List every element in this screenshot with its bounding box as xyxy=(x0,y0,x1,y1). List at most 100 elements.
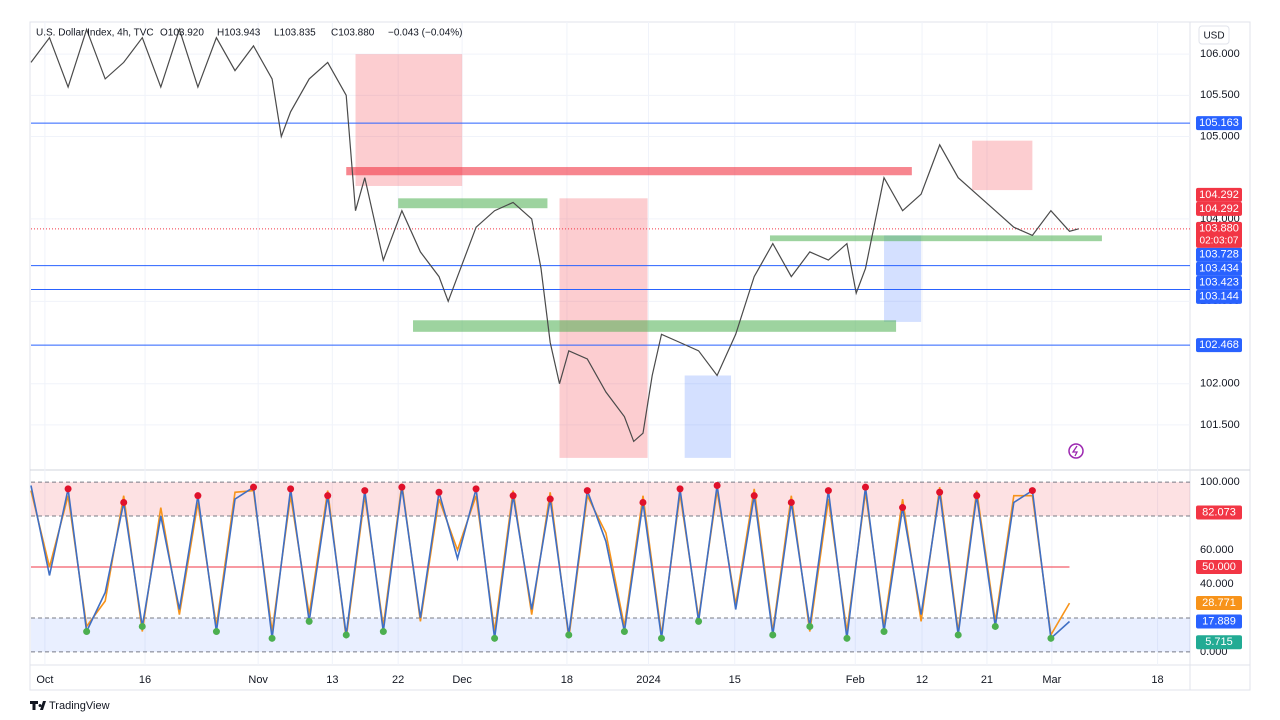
price-badge xyxy=(1196,289,1242,304)
ohlc-value: L103.835 xyxy=(274,28,316,39)
zone xyxy=(355,54,463,186)
oversold-dot xyxy=(565,631,573,639)
overbought-dot xyxy=(120,498,128,506)
overbought-dot xyxy=(361,487,369,495)
ohlc-value: H103.943 xyxy=(217,28,261,39)
price-badge-label: 103.728 xyxy=(1199,249,1239,261)
band xyxy=(31,617,1190,652)
zone xyxy=(972,140,1033,191)
oversold-dot xyxy=(138,622,146,630)
price-badge xyxy=(1196,275,1242,290)
zone xyxy=(413,320,897,332)
x-tick-label: Feb xyxy=(846,674,865,686)
oversold-dot xyxy=(695,617,703,625)
overbought-dot xyxy=(750,492,758,500)
tv-logo xyxy=(30,701,46,710)
oversold-dot xyxy=(620,628,628,636)
overbought-dot xyxy=(861,483,869,491)
price-badge-label: 103.423 xyxy=(1199,277,1239,289)
x-tick-label: 13 xyxy=(326,674,338,686)
oversold-dot xyxy=(212,628,220,636)
price-badge-label: 82.073 xyxy=(1202,506,1236,518)
price-badge-label: 5.715 xyxy=(1205,636,1233,648)
ohlc-value: −0.043 (−0.04%) xyxy=(388,28,463,39)
overbought-dot xyxy=(435,488,443,496)
oversold-dot xyxy=(268,634,276,642)
overbought-dot xyxy=(676,485,684,493)
price-badge-label: 17.889 xyxy=(1202,615,1236,627)
price-badge xyxy=(1196,596,1242,611)
x-tick-label: 16 xyxy=(139,674,151,686)
price-badge-label: 105.163 xyxy=(1199,117,1239,129)
zone xyxy=(884,235,922,322)
overbought-dot xyxy=(287,485,295,493)
price-badge xyxy=(1196,505,1242,520)
x-tick-label: 15 xyxy=(729,674,741,686)
overbought-dot xyxy=(936,488,944,496)
price-badge-countdown: 02:03:07 xyxy=(1200,235,1239,246)
price-badge xyxy=(1196,560,1242,574)
y-tick-label: 60.000 xyxy=(1200,544,1234,556)
oversold-dot xyxy=(769,631,777,639)
oversold-dot xyxy=(305,617,313,625)
zone xyxy=(398,198,548,209)
zone xyxy=(769,235,1102,242)
oversold-dot xyxy=(843,634,851,642)
y-tick-label: 106.000 xyxy=(1200,48,1240,60)
x-tick-label: Oct xyxy=(36,674,53,686)
frame xyxy=(29,21,1251,691)
oversold-dot xyxy=(880,628,888,636)
overbought-dot xyxy=(583,487,591,495)
price-badge xyxy=(1196,247,1242,262)
overbought-dot xyxy=(194,492,202,500)
overbought-dot xyxy=(250,483,258,491)
series-line xyxy=(30,27,1079,443)
price-badge xyxy=(1196,635,1242,650)
oversold-dot xyxy=(991,622,999,630)
alert-icon[interactable] xyxy=(1068,443,1084,459)
x-tick-label: 18 xyxy=(561,674,573,686)
y-tick-label: 101.500 xyxy=(1200,419,1240,431)
zone xyxy=(346,167,912,176)
overbought-dot xyxy=(824,487,832,495)
price-badge xyxy=(1196,187,1242,202)
y-tick-label: 105.500 xyxy=(1200,89,1240,101)
price-badge-label: 103.880 xyxy=(1199,223,1239,235)
x-tick-label: 2024 xyxy=(636,674,660,686)
overbought-dot xyxy=(639,498,647,506)
overbought-dot xyxy=(546,495,554,503)
price-badge xyxy=(1196,201,1242,216)
oversold-dot xyxy=(379,628,387,636)
ohlc-value: C103.880 xyxy=(331,28,375,39)
price-badge xyxy=(1196,614,1242,629)
symbol-title: U.S. Dollar Index, 4h, TVC xyxy=(36,28,154,39)
x-tick-label: 22 xyxy=(392,674,404,686)
price-badge-label: 50.000 xyxy=(1202,561,1236,573)
x-tick-label: 12 xyxy=(916,674,928,686)
y-tick-label: 40.000 xyxy=(1200,578,1234,590)
price-badge-label: 103.434 xyxy=(1199,263,1239,275)
currency-box xyxy=(1198,25,1230,45)
price-badge xyxy=(1196,261,1242,276)
overbought-dot xyxy=(973,492,981,500)
y-tick-label: 105.000 xyxy=(1200,130,1240,142)
ohlc-value: O103.920 xyxy=(160,28,204,39)
overbought-dot xyxy=(1028,487,1036,495)
footer-brand: TradingView xyxy=(49,700,110,712)
x-tick-label: Mar xyxy=(1042,674,1061,686)
zone xyxy=(684,375,732,458)
x-tick-label: Dec xyxy=(452,674,472,686)
overbought-dot xyxy=(509,492,517,500)
band xyxy=(31,482,1190,517)
price-badge-label: 104.292 xyxy=(1199,189,1239,201)
overbought-dot xyxy=(787,498,795,506)
x-tick-label: 18 xyxy=(1151,674,1163,686)
oversold-dot xyxy=(954,631,962,639)
oversold-dot xyxy=(1047,634,1055,642)
price-badge xyxy=(1196,338,1242,353)
overbought-dot xyxy=(64,485,72,493)
y-tick-label: 100.000 xyxy=(1200,476,1240,488)
overbought-dot xyxy=(713,481,721,489)
price-badge xyxy=(1196,116,1242,131)
